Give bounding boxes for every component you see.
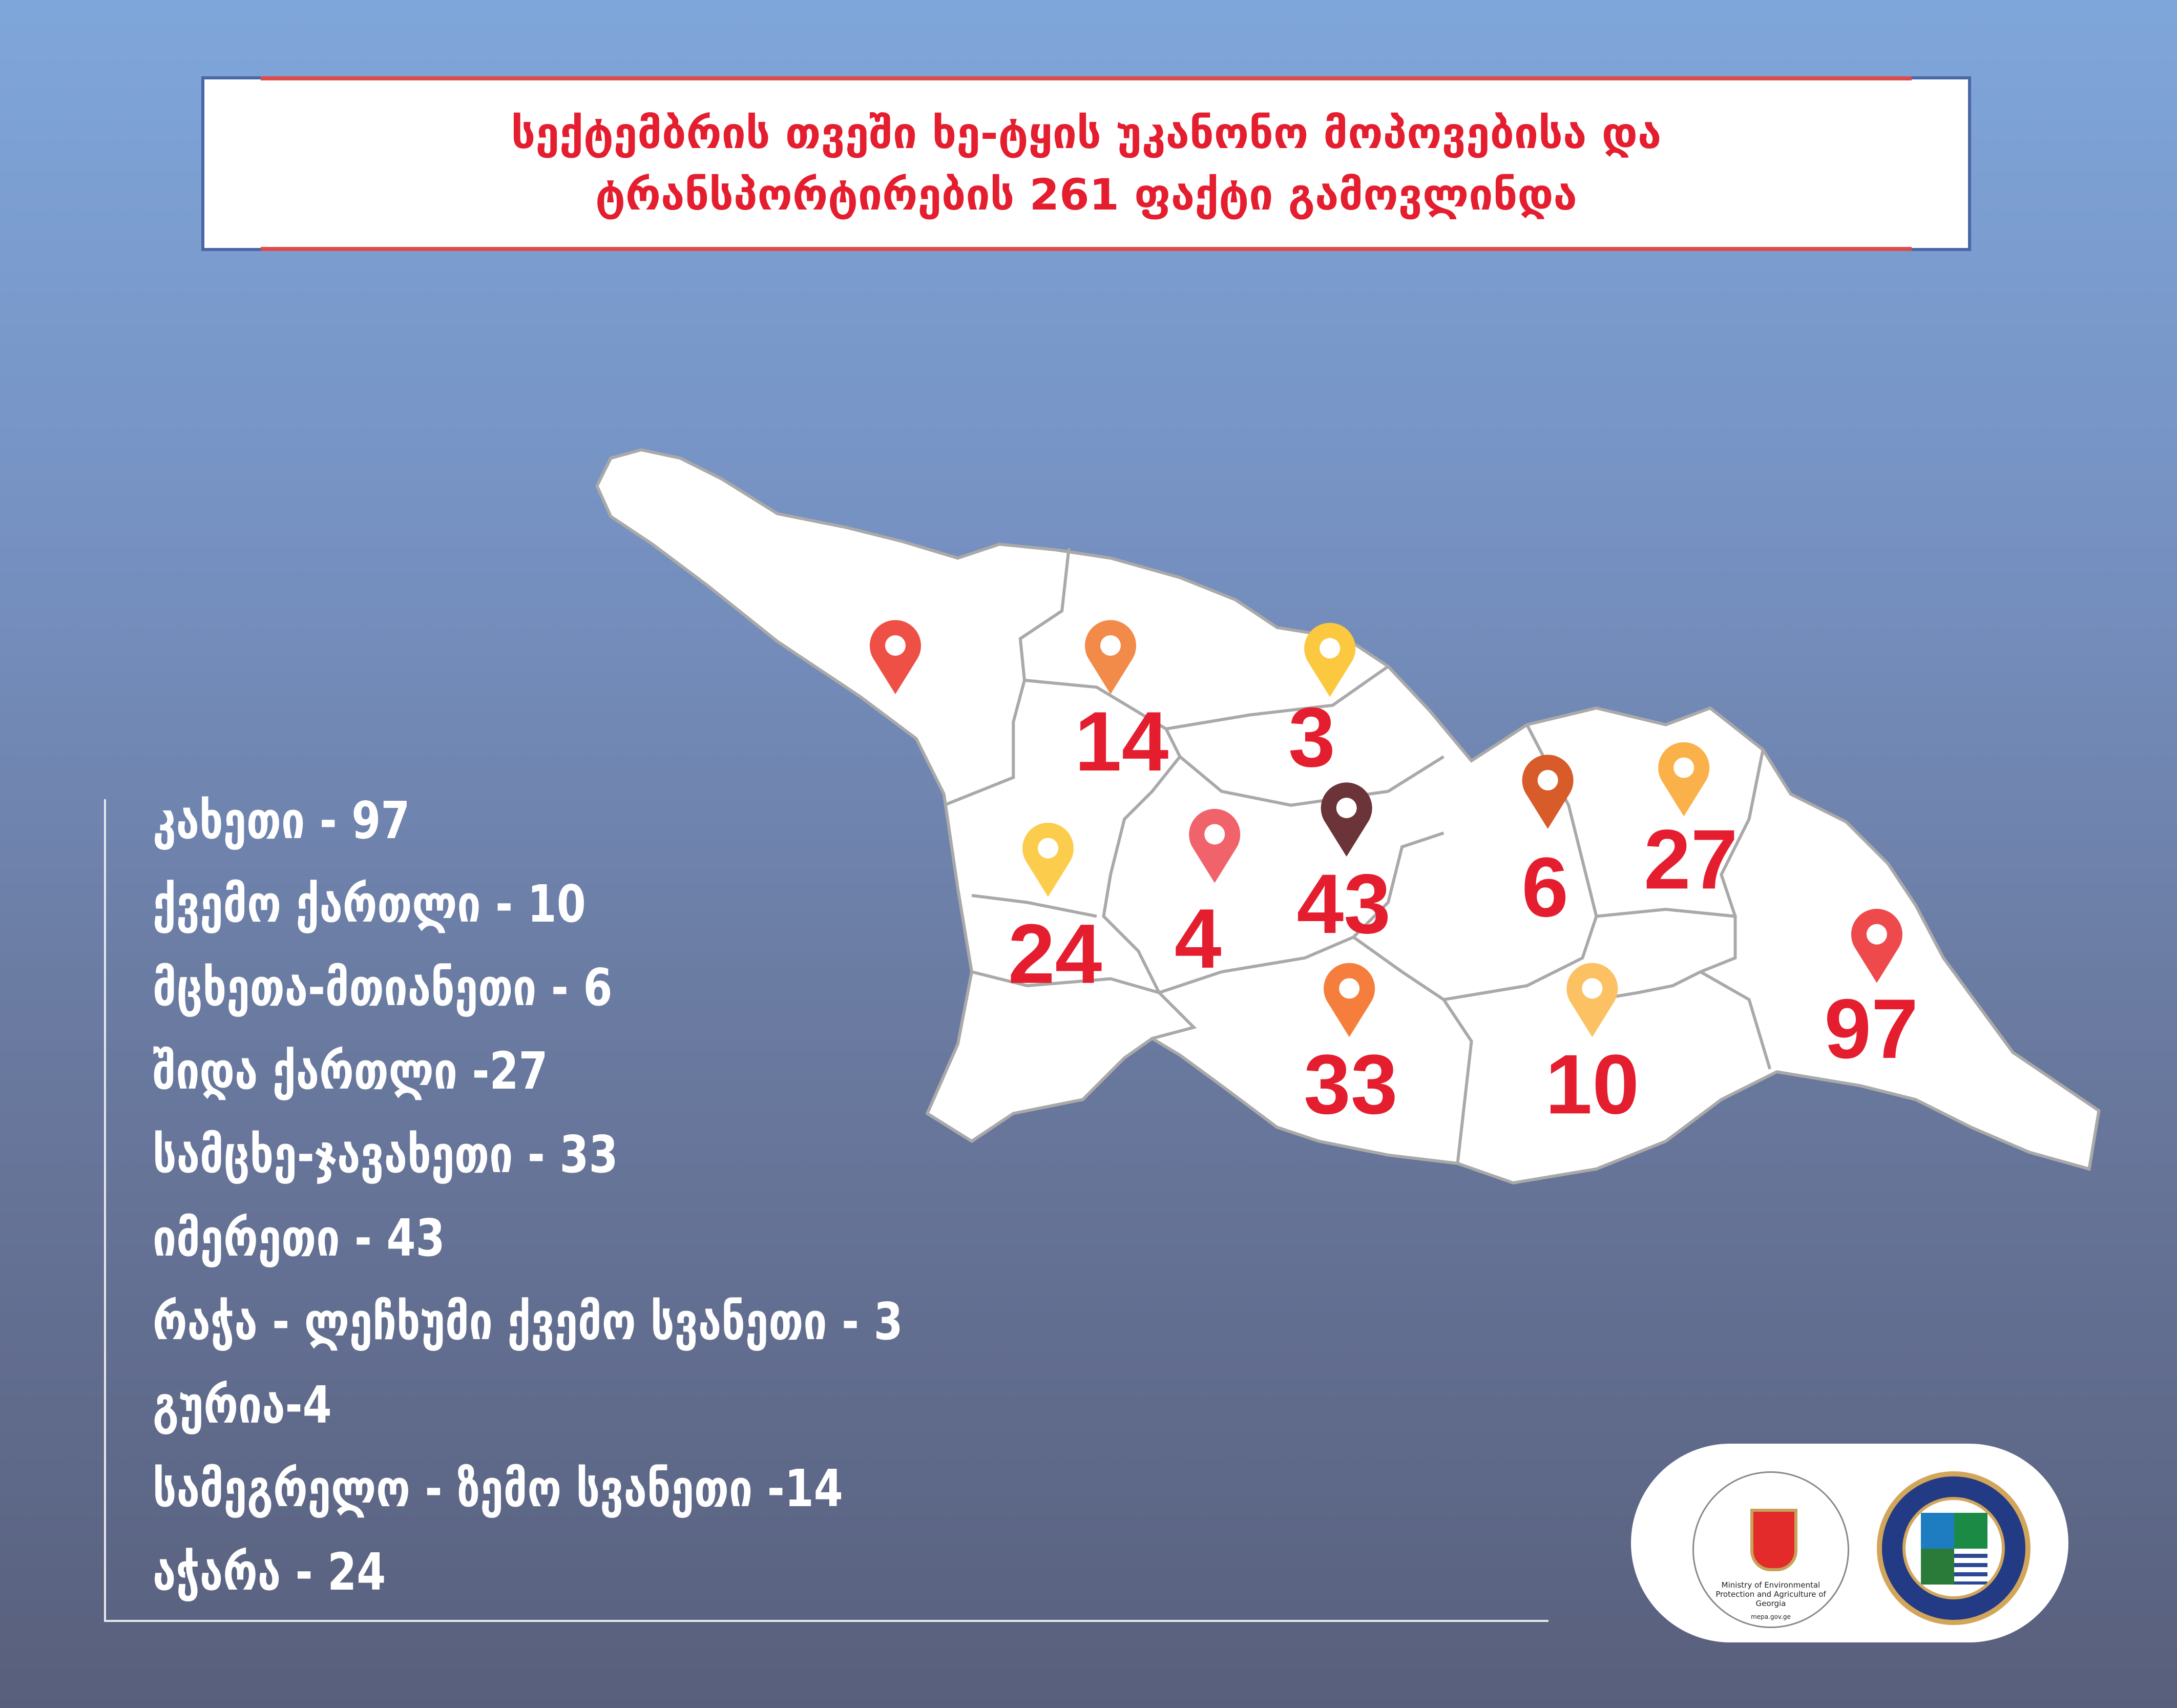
region-item: იმერეთი - 43 — [153, 1208, 445, 1268]
region-item: ქვემო ქართლი - 10 — [153, 874, 586, 934]
map-pin-icon — [1658, 742, 1710, 817]
marker-value-label: 43 — [1297, 857, 1391, 951]
marker-value-label: 27 — [1644, 812, 1738, 906]
marker-value-label: 10 — [1545, 1037, 1640, 1131]
markers-layer: 14 3 43 6 27 97 24 4 33 10 — [869, 620, 1918, 1131]
map-pin-icon — [1189, 808, 1241, 883]
marker-value-label: 24 — [1008, 907, 1102, 1001]
region-border — [1024, 678, 1182, 993]
region-border — [1720, 749, 1765, 917]
title-line-1: სექტემბრის თვეში ხე-ტყის უკანონო მოპოვებ… — [511, 108, 1662, 158]
region-border — [1179, 755, 1445, 807]
region-item: კახეთი - 97 — [153, 790, 410, 850]
region-item: რაჭა - ლეჩხუმი ქვემო სვანეთი - 3 — [153, 1292, 903, 1351]
region-item: მცხეთა-მთიანეთი - 6 — [153, 957, 613, 1017]
map-pin-icon — [1324, 963, 1375, 1037]
region-border — [1596, 908, 1737, 1002]
region-item: სამცხე-ჯავახეთი - 33 — [153, 1124, 618, 1184]
logos-panel: Ministry of Environmental Protection and… — [1631, 1444, 2068, 1642]
title-banner: სექტემბრის თვეში ხე-ტყის უკანონო მოპოვებ… — [201, 76, 1971, 251]
region-border — [1700, 970, 1772, 1070]
list-divider-horizontal — [104, 1620, 1548, 1622]
region-border — [971, 893, 1097, 918]
map-pin-icon — [1085, 620, 1136, 694]
coat-of-arms-icon — [1750, 1509, 1797, 1571]
region-border — [1165, 665, 1389, 731]
map-pin-icon — [869, 620, 921, 694]
marker-value-label: 4 — [1175, 891, 1222, 986]
region-item: სამეგრელო - ზემო სვანეთი -14 — [153, 1459, 843, 1518]
map-pin-icon — [1566, 963, 1618, 1037]
ministry-logo: Ministry of Environmental Protection and… — [1692, 1471, 1849, 1628]
region-item: აჭარა - 24 — [153, 1542, 386, 1602]
region-border — [971, 970, 1197, 1040]
marker-value-label: 3 — [1288, 690, 1335, 784]
map-pin-icon — [1851, 909, 1902, 983]
map-pin-icon — [1304, 622, 1356, 697]
marker-value-label: 14 — [1075, 694, 1169, 788]
map-pin-icon — [1022, 823, 1074, 897]
ministry-caption: Ministry of Environmental Protection and… — [1715, 1580, 1826, 1608]
marker-value-label: 33 — [1304, 1037, 1398, 1131]
forest-shield-icon — [1902, 1497, 2005, 1599]
region-borders — [943, 548, 1772, 1164]
region-item: გურია-4 — [153, 1375, 332, 1435]
list-divider-vertical — [104, 799, 106, 1621]
ministry-url: mepa.gov.ge — [1751, 1613, 1791, 1620]
marker-value-label: 6 — [1521, 840, 1568, 934]
region-item: შიდა ქართლი -27 — [153, 1041, 548, 1101]
map-pin-icon — [1321, 782, 1372, 857]
title-line-2: ტრანსპორტირების 261 ფაქტი გამოვლინდა — [595, 169, 1577, 220]
region-list: კახეთი - 97 ქვემო ქართლი - 10 მცხეთა-მთი… — [153, 779, 1067, 1614]
marker-value-label: 97 — [1824, 982, 1918, 1076]
map-pin-icon — [1522, 755, 1574, 829]
forest-agency-logo — [1877, 1471, 2031, 1625]
